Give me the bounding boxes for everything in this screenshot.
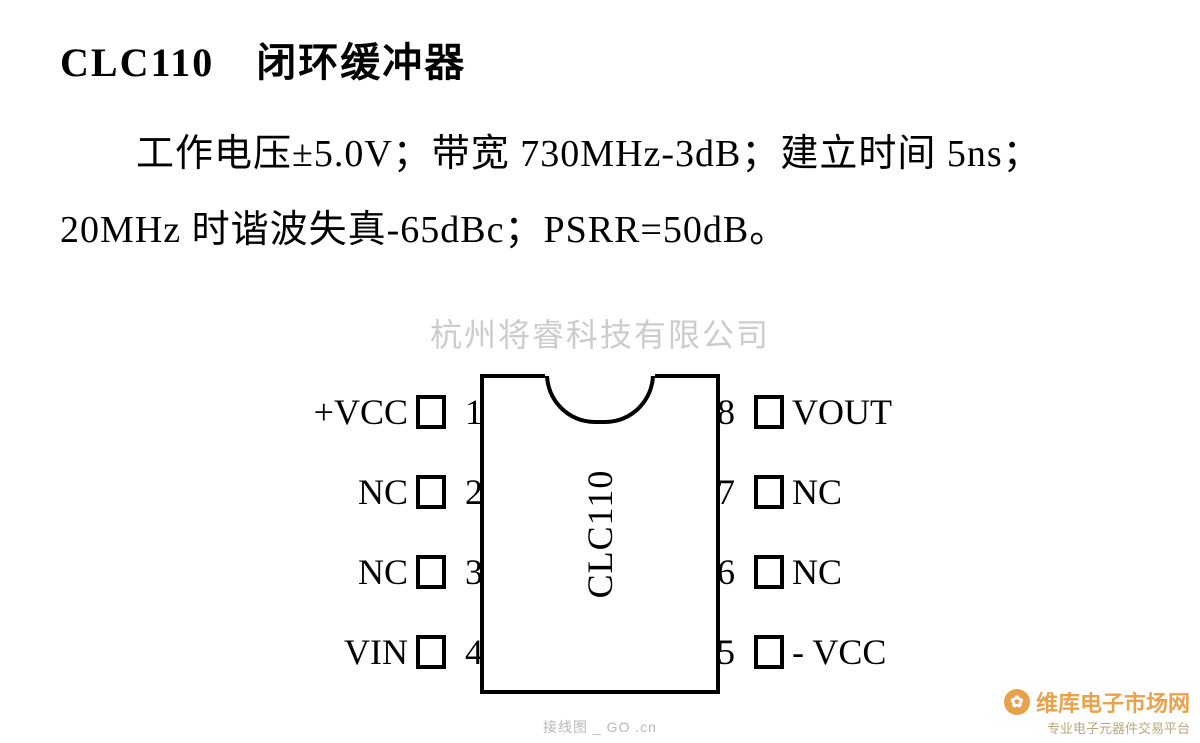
pin-2-label: NC [268, 471, 408, 513]
pin-3-box [416, 555, 446, 589]
pin-8: VOUT 8 [708, 392, 932, 432]
pin-4-num: 4 [456, 631, 492, 673]
pin-5-num: 5 [708, 631, 744, 673]
pin-5-box [754, 635, 784, 669]
chip-diagram: CLC110 +VCC 1 NC 2 NC 3 VIN 4 VOUT 8 NC … [220, 360, 980, 720]
pin-8-box [754, 395, 784, 429]
pin-6-num: 6 [708, 551, 744, 593]
chip-body: CLC110 [480, 374, 720, 694]
pin-7-box [754, 475, 784, 509]
pin-6-label: NC [792, 551, 932, 593]
description-text: 工作电压±5.0V；带宽 730MHz-3dB；建立时间 5ns；20MHz 时… [60, 116, 1140, 268]
pin-2: NC 2 [268, 472, 492, 512]
pin-4: VIN 4 [268, 632, 492, 672]
pin-2-box [416, 475, 446, 509]
flower-icon: ✿ [1004, 689, 1030, 715]
pin-8-num: 8 [708, 391, 744, 433]
pin-1: +VCC 1 [268, 392, 492, 432]
watermark-center: 杭州将睿科技有限公司 [430, 310, 770, 356]
watermark-br-sub-text: 专业电子元器件交易平台 [1004, 718, 1190, 737]
pin-3: NC 3 [268, 552, 492, 592]
watermark-bottom-small: 接线图 _ GO .cn [543, 717, 657, 737]
pin-7-label: NC [792, 471, 932, 513]
pin-4-box [416, 635, 446, 669]
pin-3-num: 3 [456, 551, 492, 593]
pin-7: NC 7 [708, 472, 932, 512]
pin-6: NC 6 [708, 552, 932, 592]
pin-1-label: +VCC [268, 391, 408, 433]
pin-4-label: VIN [268, 631, 408, 673]
watermark-br-main-text: 维库电子市场网 [1036, 686, 1190, 718]
pin-1-box [416, 395, 446, 429]
pin-2-num: 2 [456, 471, 492, 513]
pin-3-label: NC [268, 551, 408, 593]
page-title: CLC110 闭环缓冲器 [60, 30, 1140, 88]
watermark-bottom-right: ✿ 维库电子市场网 专业电子元器件交易平台 [1004, 686, 1190, 737]
pin-7-num: 7 [708, 471, 744, 513]
chip-notch [545, 374, 655, 424]
pin-5: - VCC 5 [708, 632, 932, 672]
pin-6-box [754, 555, 784, 589]
pin-5-label: - VCC [792, 631, 932, 673]
chip-label: CLC110 [579, 470, 621, 599]
pin-8-label: VOUT [792, 391, 932, 433]
pin-1-num: 1 [456, 391, 492, 433]
